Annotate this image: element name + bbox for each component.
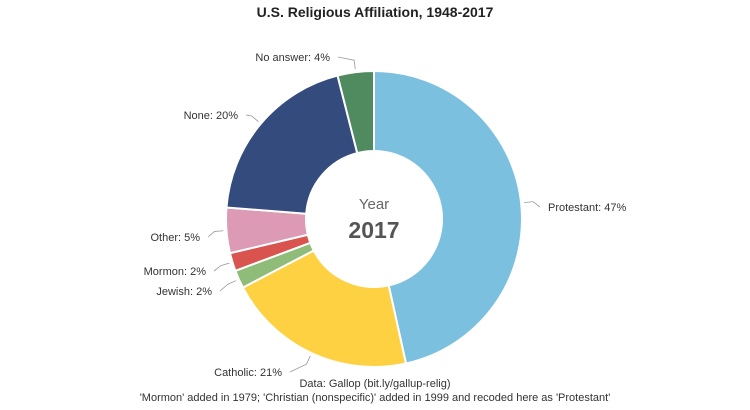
leader-line-jewish	[219, 280, 237, 292]
slice-label-none: None: 20%	[184, 110, 239, 122]
chart-title: U.S. Religious Affiliation, 1948-2017	[256, 4, 494, 20]
leader-line-no-answer	[337, 56, 356, 70]
slice-label-catholic: Catholic: 21%	[214, 367, 282, 379]
leader-line-protestant	[524, 201, 541, 208]
leader-line-mormon	[213, 262, 230, 272]
slice-label-protestant: Protestant: 47%	[548, 202, 626, 214]
slice-catholic	[241, 249, 408, 368]
leader-line-catholic	[289, 355, 311, 373]
leader-line-none	[245, 114, 259, 123]
footnote: 'Mormon' added in 1979; 'Christian (nons…	[139, 392, 611, 404]
slice-none	[225, 74, 359, 215]
center-year: 2017	[348, 217, 399, 243]
slice-labels: Protestant: 47% Catholic: 21% Jewish: 2% Mo…	[144, 52, 627, 379]
center-caption: Year	[359, 196, 389, 213]
slice-no-answer	[336, 69, 375, 155]
source-note: Data: Gallop (bit.ly/gallup-relig)	[299, 378, 451, 390]
leader-line-other	[207, 230, 224, 238]
slice-label-no-answer: No answer: 4%	[255, 52, 330, 64]
slice-label-jewish: Jewish: 2%	[156, 286, 212, 298]
slice-protestant	[373, 69, 523, 365]
slices-layer	[225, 69, 523, 368]
leader-lines	[207, 56, 541, 373]
slice-label-other: Other: 5%	[150, 232, 200, 244]
slice-label-mormon: Mormon: 2%	[144, 266, 207, 278]
